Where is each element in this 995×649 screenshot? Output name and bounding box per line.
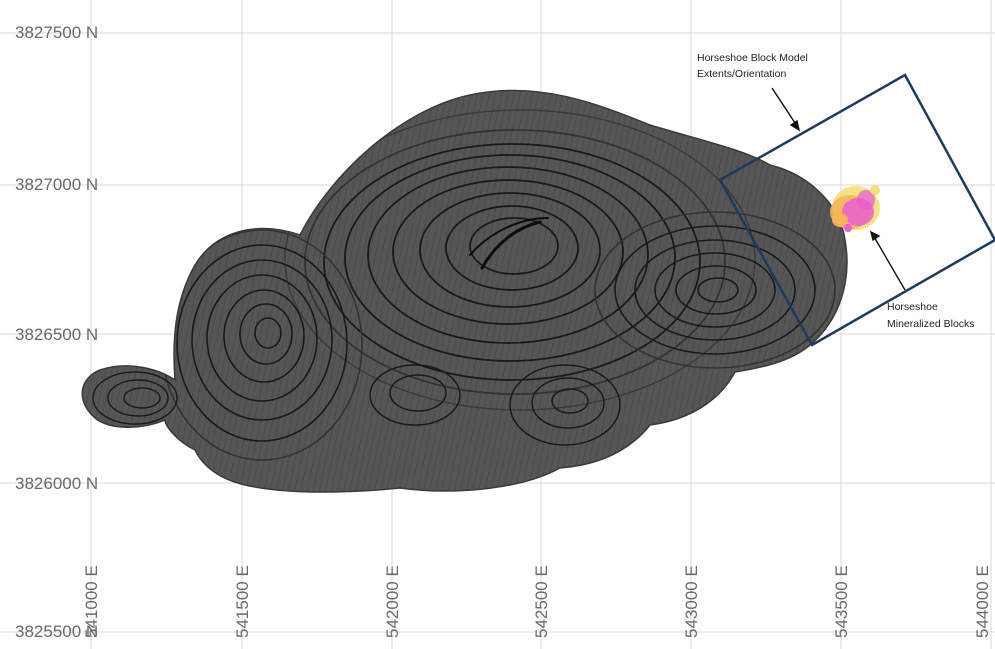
open-pit-shell: [81, 89, 848, 493]
northing-label: 3826500 N: [15, 325, 98, 344]
mineralized-arrow: [872, 234, 906, 291]
east-pit-benches: [594, 211, 836, 369]
block-model-extents: [718, 73, 995, 347]
block-model-arrowhead: [789, 119, 801, 132]
northing-label: 3827000 N: [15, 175, 98, 194]
easting-label: 542500 E: [532, 565, 551, 638]
northing-label: 3825500 N: [15, 622, 98, 641]
northing-label: 3827500 N: [15, 23, 98, 42]
central-pit-benches: [284, 109, 756, 411]
mineralized-arrowhead: [869, 230, 881, 242]
far-west-pit-benches: [92, 371, 178, 425]
easting-labels: 541000 E 541500 E 542000 E 542500 E 5430…: [82, 565, 992, 638]
block-model-label-line1: Horseshoe Block Model: [697, 52, 808, 64]
callout-arrows: [771, 87, 906, 291]
mineralized-label-line2: Mineralized Blocks: [887, 318, 975, 330]
easting-label: 543000 E: [682, 565, 701, 638]
easting-label: 543500 E: [832, 565, 851, 638]
easting-label: 542000 E: [383, 565, 402, 638]
northing-labels: 3827500 N 3827000 N 3826500 N 3826000 N …: [15, 23, 98, 641]
easting-label: 541500 E: [233, 565, 252, 638]
block-model-label-line2: Extents/Orientation: [697, 68, 786, 80]
south-pit-benches: [369, 364, 621, 446]
easting-label: 541000 E: [82, 565, 101, 638]
mineralized-label-line1: Horseshoe: [887, 301, 938, 313]
northing-label: 3826000 N: [15, 474, 98, 493]
easting-label: 544000 E: [973, 565, 992, 638]
mineralized-blocks: [830, 185, 880, 232]
